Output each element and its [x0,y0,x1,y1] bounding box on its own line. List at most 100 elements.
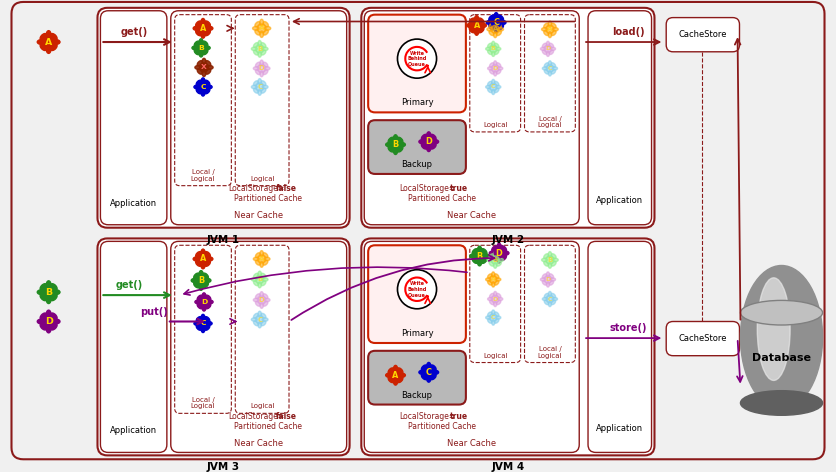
Ellipse shape [495,50,499,54]
Ellipse shape [253,81,258,85]
Ellipse shape [431,140,439,143]
Ellipse shape [548,21,552,27]
Text: D: D [545,46,551,51]
Ellipse shape [52,319,60,324]
Ellipse shape [421,374,427,379]
Ellipse shape [493,61,497,66]
Ellipse shape [489,261,494,266]
Ellipse shape [487,319,492,323]
Ellipse shape [497,300,501,304]
Ellipse shape [431,374,436,379]
Ellipse shape [492,89,495,94]
Ellipse shape [205,252,211,257]
Ellipse shape [399,143,405,147]
Ellipse shape [489,251,497,255]
Ellipse shape [258,271,262,277]
Ellipse shape [261,50,266,55]
Ellipse shape [493,262,497,268]
Text: D: D [426,137,432,146]
Text: true: true [450,412,468,421]
Circle shape [546,256,554,264]
Ellipse shape [495,274,499,278]
Ellipse shape [253,281,258,286]
Ellipse shape [493,291,497,297]
Ellipse shape [195,300,201,304]
Ellipse shape [489,31,494,35]
Ellipse shape [256,62,260,67]
Text: X: X [201,64,206,70]
Ellipse shape [492,282,495,287]
Ellipse shape [496,278,501,281]
Ellipse shape [194,321,201,325]
Text: Primary: Primary [400,99,433,108]
Ellipse shape [492,272,495,277]
Ellipse shape [40,284,47,290]
Ellipse shape [40,313,47,320]
Ellipse shape [253,298,259,302]
Text: Application: Application [596,196,644,205]
Ellipse shape [263,261,268,265]
Ellipse shape [201,326,205,333]
Ellipse shape [552,297,558,301]
Ellipse shape [263,47,268,51]
Ellipse shape [256,294,260,299]
Ellipse shape [261,313,266,318]
Ellipse shape [206,321,212,325]
Ellipse shape [543,261,548,266]
Circle shape [492,17,501,27]
Ellipse shape [201,90,205,96]
Ellipse shape [421,143,427,149]
Ellipse shape [388,137,394,143]
Circle shape [490,276,497,283]
FancyBboxPatch shape [98,238,349,455]
FancyBboxPatch shape [368,245,466,343]
Text: D: D [259,66,264,71]
Circle shape [43,287,54,298]
Text: C: C [257,317,263,322]
Text: C: C [548,296,552,302]
Ellipse shape [264,26,271,30]
Ellipse shape [542,27,548,31]
Ellipse shape [197,295,202,301]
Text: Near Cache: Near Cache [234,438,283,447]
Ellipse shape [40,34,47,40]
Circle shape [390,371,400,380]
Circle shape [492,65,499,72]
Circle shape [546,65,553,72]
Ellipse shape [193,257,200,261]
Ellipse shape [205,261,211,266]
Ellipse shape [202,41,208,46]
Ellipse shape [201,314,205,321]
Circle shape [490,83,497,91]
Text: Logical: Logical [483,353,507,359]
Ellipse shape [196,252,201,257]
Text: D: D [496,249,502,258]
Ellipse shape [431,143,436,149]
Circle shape [397,39,436,78]
Ellipse shape [472,249,478,254]
Ellipse shape [493,21,497,27]
Ellipse shape [253,50,258,55]
Text: D: D [259,297,264,303]
Text: B: B [492,257,497,263]
Circle shape [198,24,208,33]
Ellipse shape [757,278,790,380]
Ellipse shape [543,281,547,285]
Circle shape [257,24,266,33]
Ellipse shape [492,79,495,85]
Ellipse shape [549,50,553,54]
Ellipse shape [487,43,492,48]
Ellipse shape [258,41,262,46]
Ellipse shape [502,251,509,255]
Ellipse shape [548,61,552,66]
FancyBboxPatch shape [98,8,349,228]
Ellipse shape [492,246,497,252]
Ellipse shape [547,51,549,57]
Ellipse shape [46,281,51,289]
Ellipse shape [490,300,494,304]
Ellipse shape [550,278,556,281]
Ellipse shape [394,365,398,372]
Circle shape [196,43,206,52]
Circle shape [424,137,434,146]
Ellipse shape [469,18,475,24]
